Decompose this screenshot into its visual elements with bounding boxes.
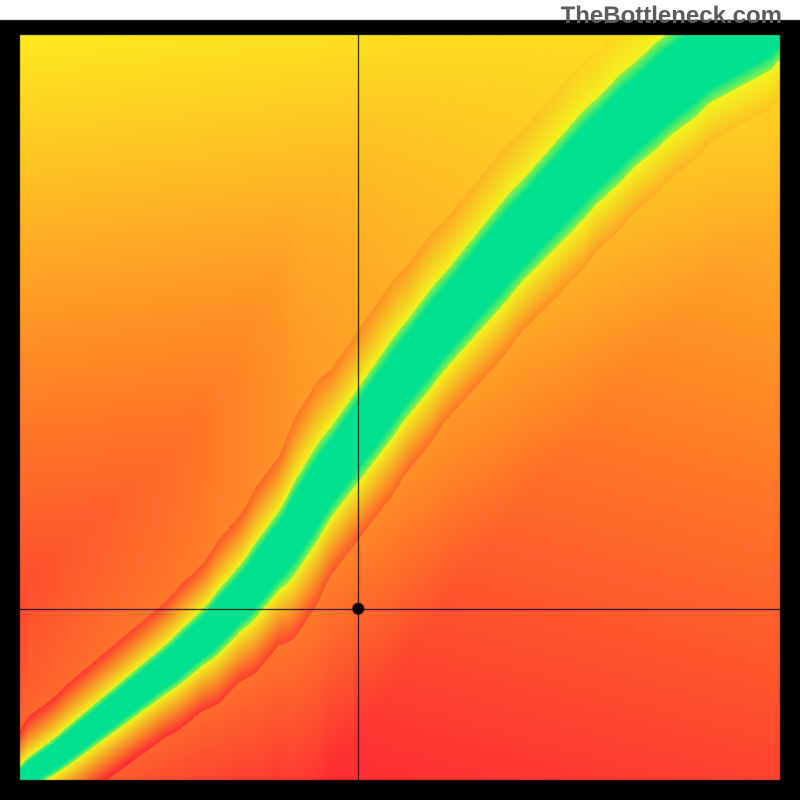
- watermark-text: TheBottleneck.com: [561, 2, 782, 30]
- chart-stage: TheBottleneck.com: [0, 0, 800, 800]
- bottleneck-heatmap: [0, 0, 800, 800]
